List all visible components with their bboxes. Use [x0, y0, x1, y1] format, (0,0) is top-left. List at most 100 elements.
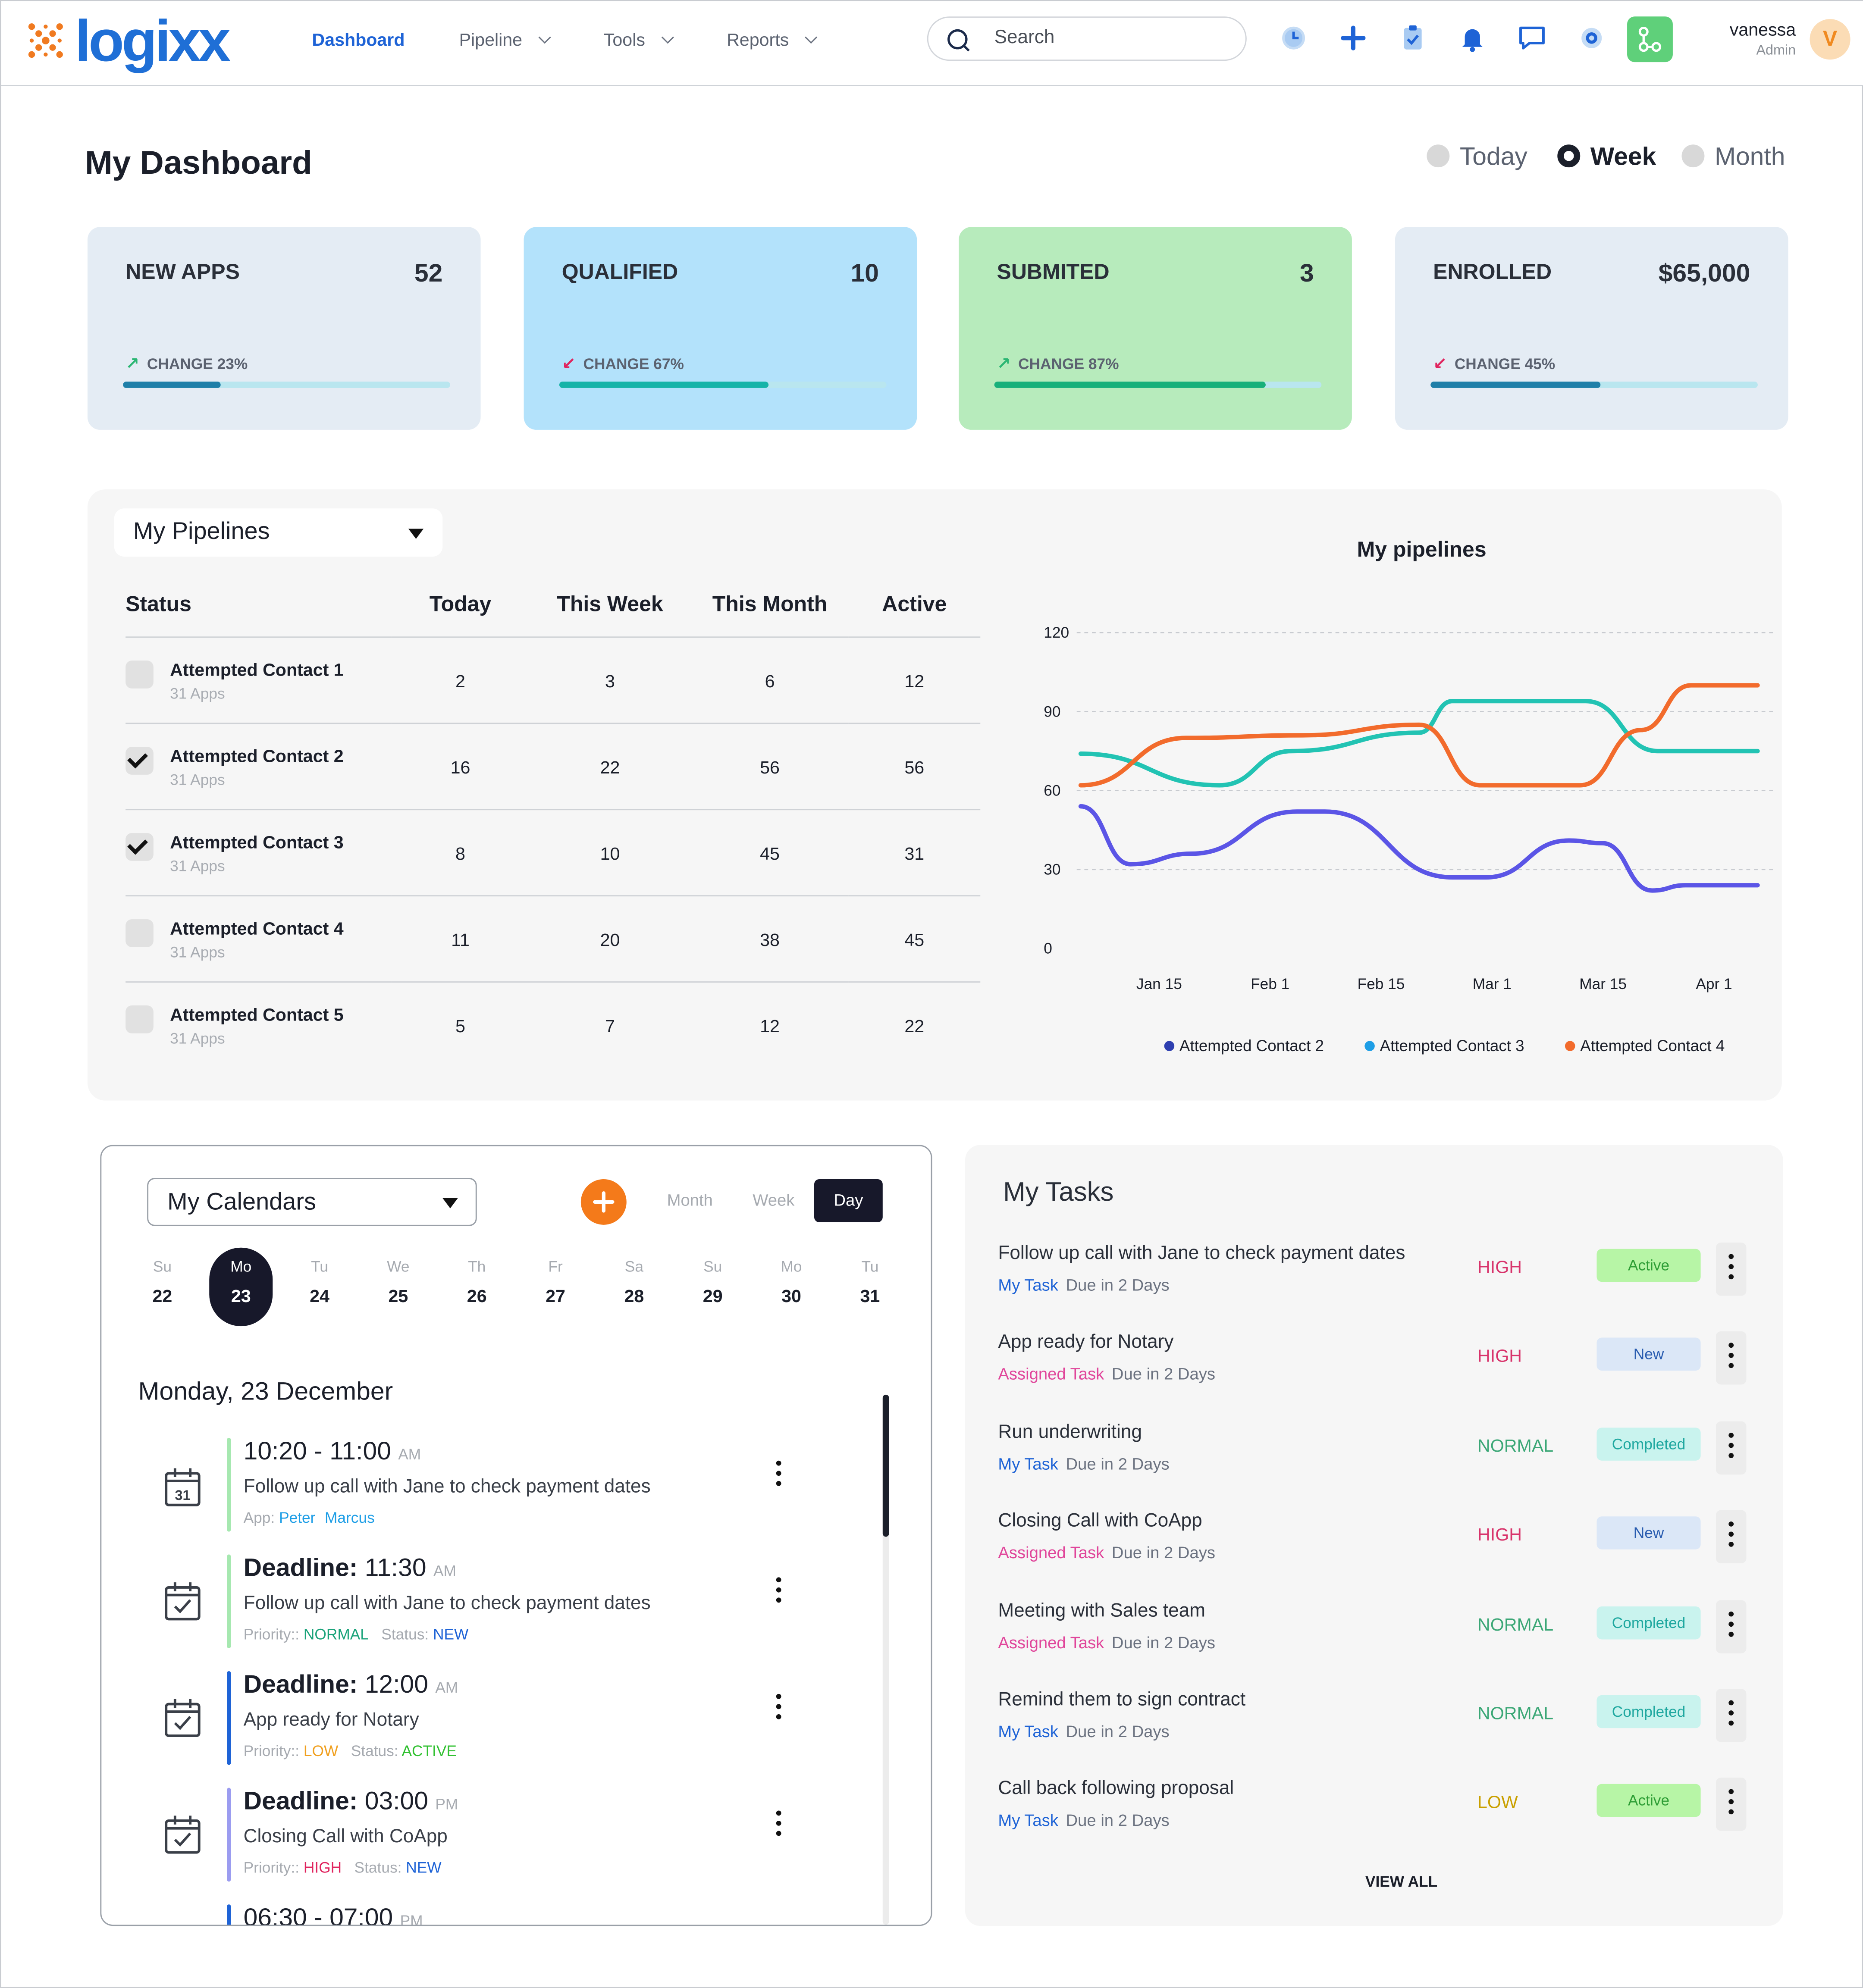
- stat-value: 3: [1299, 260, 1314, 288]
- period-today[interactable]: Today: [1427, 143, 1527, 172]
- period-month[interactable]: Month: [1681, 143, 1785, 172]
- day-cell[interactable]: Tu 31: [838, 1258, 902, 1306]
- calendar-event[interactable]: Deadline: 03:00 PM Closing Call with CoAp…: [157, 1788, 804, 1885]
- tasks-title: My Tasks: [1003, 1178, 1114, 1207]
- tasks-panel: My Tasks Follow up call with Jane to che…: [965, 1145, 1783, 1926]
- event-menu-icon[interactable]: [776, 1694, 781, 1725]
- pipelines-dropdown[interactable]: My Pipelines: [114, 508, 443, 557]
- task-item[interactable]: Follow up call with Jane to check paymen…: [998, 1242, 1759, 1318]
- priority-value: LOW: [303, 1742, 339, 1760]
- page-title: My Dashboard: [85, 143, 312, 182]
- row-checkbox[interactable]: [125, 746, 154, 774]
- stat-card[interactable]: SUBMITED 3 ↗ CHANGE 87%: [959, 227, 1352, 430]
- task-item[interactable]: Call back following proposal My Task Due i…: [998, 1778, 1759, 1854]
- task-menu-button[interactable]: [1716, 1689, 1747, 1742]
- search-input[interactable]: [991, 25, 1225, 50]
- calendar-event[interactable]: 31 10:20 - 11:00 AM Follow up call with Ja…: [157, 1437, 804, 1534]
- table-row[interactable]: Attempted Contact 5 31 Apps 5 7 12 22: [125, 982, 980, 1068]
- x-tick-label: Jan 15: [1136, 976, 1182, 992]
- event-time: 10:20 - 11:00 AM: [244, 1438, 421, 1467]
- cell-active: 12: [848, 637, 981, 724]
- row-name: Attempted Contact 3: [170, 831, 344, 852]
- calendar-panel: My Calendars Month Week Day Su 22 Mo 23 Tu 24…: [100, 1145, 932, 1926]
- search-box[interactable]: [927, 16, 1247, 61]
- day-cell[interactable]: Su 29: [681, 1258, 744, 1306]
- arrow-down-left-icon: ↙: [1433, 354, 1447, 373]
- table-row[interactable]: Attempted Contact 3 31 Apps 8 10 45 31: [125, 809, 981, 897]
- meta-link[interactable]: Peter: [279, 1509, 316, 1527]
- day-cell[interactable]: Tu 24: [288, 1258, 351, 1306]
- row-checkbox[interactable]: [125, 918, 154, 947]
- day-cell[interactable]: Th 26: [445, 1258, 508, 1306]
- nav-tools[interactable]: Tools: [604, 29, 674, 50]
- settings-icon[interactable]: [1575, 22, 1608, 54]
- task-menu-button[interactable]: [1716, 1242, 1747, 1296]
- period-week[interactable]: Week: [1557, 143, 1656, 172]
- stat-change: ↙ CHANGE 45%: [1433, 354, 1555, 374]
- dropdown-label: My Calendars: [167, 1189, 316, 1216]
- stat-card[interactable]: ENROLLED $65,000 ↙ CHANGE 45%: [1395, 227, 1788, 430]
- task-menu-button[interactable]: [1716, 1778, 1747, 1831]
- event-menu-icon[interactable]: [776, 1577, 781, 1608]
- task-menu-button[interactable]: [1716, 1510, 1747, 1564]
- stat-label: NEW APPS: [125, 260, 240, 284]
- view-week[interactable]: Week: [753, 1190, 795, 1210]
- time-value: 11:30: [364, 1554, 427, 1583]
- task-menu-button[interactable]: [1716, 1331, 1747, 1385]
- calendar-event[interactable]: 06:30 - 07:00 PM: [157, 1904, 804, 1925]
- cell-month: 45: [691, 809, 849, 897]
- scrollbar-track[interactable]: [882, 1394, 889, 1925]
- day-cell[interactable]: Su 22: [131, 1258, 194, 1306]
- avatar[interactable]: V: [1810, 19, 1850, 60]
- calendar-event[interactable]: Deadline: 11:30 AM Follow up call with Ja…: [157, 1554, 804, 1651]
- meta-link[interactable]: Marcus: [325, 1509, 375, 1527]
- logo-text[interactable]: logixx: [75, 7, 231, 74]
- task-item[interactable]: Remind them to sign contract My Task Due i…: [998, 1689, 1759, 1765]
- calendars-dropdown[interactable]: My Calendars: [147, 1178, 477, 1226]
- legend-marker: [1364, 1041, 1375, 1051]
- task-item[interactable]: Meeting with Sales team Assigned Task Due …: [998, 1600, 1759, 1675]
- stat-card[interactable]: QUALIFIED 10 ↙ CHANGE 67%: [524, 227, 917, 430]
- scrollbar-thumb[interactable]: [882, 1394, 889, 1537]
- task-menu-button[interactable]: [1716, 1421, 1747, 1475]
- view-month[interactable]: Month: [667, 1190, 713, 1210]
- day-cell[interactable]: Mo 23: [209, 1247, 273, 1327]
- table-row[interactable]: Attempted Contact 2 31 Apps 16 22 56 56: [125, 723, 981, 811]
- workflow-button[interactable]: [1627, 16, 1673, 63]
- table-row[interactable]: Attempted Contact 1 31 Apps 2 3 6 12: [125, 637, 981, 724]
- add-event-button[interactable]: [580, 1179, 627, 1225]
- task-priority: NORMAL: [1477, 1613, 1554, 1634]
- row-checkbox[interactable]: [125, 832, 154, 861]
- task-item[interactable]: App ready for Notary Assigned Task Due in …: [998, 1331, 1759, 1408]
- chat-icon[interactable]: [1515, 22, 1548, 54]
- nav-pipeline[interactable]: Pipeline: [459, 29, 551, 50]
- dropdown-label: My Pipelines: [133, 518, 270, 545]
- status-value: NEW: [433, 1625, 469, 1644]
- row-checkbox[interactable]: [125, 1005, 154, 1033]
- task-item[interactable]: Closing Call with CoApp Assigned Task Due …: [998, 1510, 1759, 1586]
- nav-dashboard[interactable]: Dashboard: [312, 29, 405, 50]
- day-cell[interactable]: We 25: [367, 1258, 430, 1306]
- bell-icon[interactable]: [1456, 22, 1489, 54]
- task-menu-button[interactable]: [1716, 1600, 1747, 1653]
- nav-reports[interactable]: Reports: [727, 29, 818, 50]
- clock-icon[interactable]: [1277, 22, 1310, 54]
- stat-card[interactable]: NEW APPS 52 ↗ CHANGE 23%: [87, 227, 481, 430]
- calendar-event[interactable]: Deadline: 12:00 AM App ready for Notary Pr…: [157, 1671, 804, 1768]
- clipboard-check-icon[interactable]: [1396, 22, 1429, 54]
- day-cell[interactable]: Mo 30: [760, 1258, 823, 1306]
- table-row[interactable]: Attempted Contact 4 31 Apps 11 20 38 45: [125, 895, 981, 983]
- plus-icon[interactable]: [1337, 22, 1370, 54]
- event-menu-icon[interactable]: [776, 1460, 781, 1491]
- day-cell[interactable]: Fr 27: [524, 1258, 587, 1306]
- task-due: Due in 2 Days: [1066, 1275, 1170, 1295]
- day-cell[interactable]: Sa 28: [602, 1258, 666, 1306]
- event-menu-icon[interactable]: [776, 1810, 781, 1841]
- x-tick-label: Feb 15: [1358, 976, 1405, 992]
- legend-label: Attempted Contact 3: [1380, 1037, 1524, 1055]
- view-all-link[interactable]: VIEW ALL: [1365, 1872, 1438, 1891]
- row-checkbox[interactable]: [125, 660, 154, 688]
- event-time: Deadline: 12:00 AM: [244, 1671, 458, 1700]
- view-day[interactable]: Day: [814, 1179, 883, 1222]
- task-item[interactable]: Run underwriting My Task Due in 2 Days NORM…: [998, 1421, 1759, 1497]
